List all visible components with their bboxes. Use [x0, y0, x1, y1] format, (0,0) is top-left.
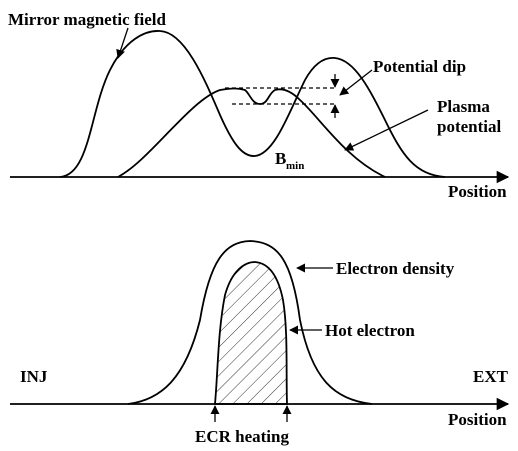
label: Electron density: [336, 259, 455, 278]
label: Hot electron: [325, 321, 415, 340]
axis-label: Position: [448, 410, 507, 429]
electron-density-curve: [127, 240, 373, 405]
arrow: [344, 109, 429, 151]
arrow: [339, 69, 373, 96]
bottom-panel: Electron density Hot electron INJ EXT EC…: [10, 240, 510, 446]
plasma-potential-curve: [117, 87, 386, 178]
top-panel: Mirror magnetic field Potential dip Plas…: [8, 10, 510, 201]
label: EXT: [473, 367, 509, 386]
axis-label: Position: [448, 182, 507, 201]
label: INJ: [20, 367, 48, 386]
label: B: [275, 149, 286, 168]
hot-electron-area: [214, 261, 288, 405]
arrow: [116, 27, 129, 59]
label: Potential dip: [373, 57, 466, 76]
label: min: [286, 160, 304, 172]
magnetic-field-curve: [59, 30, 446, 178]
label: Plasma: [437, 97, 490, 116]
label: Mirror magnetic field: [8, 10, 167, 29]
label: potential: [437, 117, 502, 136]
label: ECR heating: [195, 427, 289, 446]
